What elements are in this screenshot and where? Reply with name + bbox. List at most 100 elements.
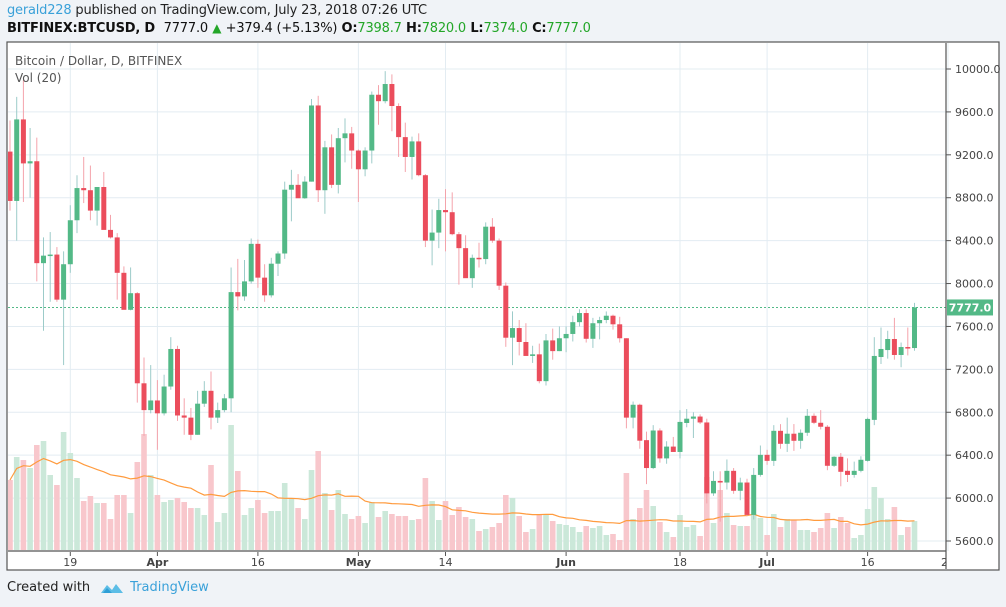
candle-body xyxy=(704,422,710,494)
volume-bar xyxy=(858,535,864,550)
candle-body xyxy=(637,404,643,441)
candle-body xyxy=(751,474,757,515)
candle-body xyxy=(295,184,301,199)
candle-body xyxy=(597,320,603,324)
candle-body xyxy=(784,433,790,444)
volume-bar xyxy=(670,537,677,550)
candle-body xyxy=(644,440,649,469)
volume-bar xyxy=(811,532,817,550)
candle-body xyxy=(677,421,683,452)
volume-bar xyxy=(831,528,837,550)
last-price-tag-text: 7777.0 xyxy=(949,301,992,314)
volume-bar xyxy=(596,526,603,550)
volume-bars xyxy=(8,425,918,550)
candle-body xyxy=(20,119,26,164)
volume-bar xyxy=(201,515,208,550)
volume-bar xyxy=(503,495,509,550)
candle-body xyxy=(550,340,556,352)
chart-frame xyxy=(6,41,1000,571)
volume-bar xyxy=(335,490,342,550)
volume-bar xyxy=(844,523,851,550)
volume-bar xyxy=(141,434,147,550)
candle-body xyxy=(154,400,160,414)
chart-title: Bitcoin / Dollar, D, BITFINEX xyxy=(15,54,182,68)
price-change: +379.4 (+5.13%) xyxy=(225,21,338,36)
candle-body xyxy=(402,137,408,157)
volume-bar xyxy=(395,516,402,550)
volume-indicator-label[interactable]: Vol (20) xyxy=(15,71,61,85)
candle-body xyxy=(737,482,743,491)
candle-body xyxy=(885,338,891,351)
volume-bar xyxy=(27,468,33,550)
volume-bar xyxy=(871,487,878,550)
candle-body xyxy=(168,348,174,387)
candle-body xyxy=(717,480,723,483)
price-tick-label: 8000.0 xyxy=(955,278,994,291)
volume-bar xyxy=(422,478,429,550)
volume-bar xyxy=(402,516,409,550)
volume-bar xyxy=(275,511,281,550)
volume-bar xyxy=(456,507,462,550)
volume-bar xyxy=(637,508,643,550)
volume-bar xyxy=(891,507,898,550)
price-tick-label: 10000.0 xyxy=(955,63,1001,76)
candle-body xyxy=(349,133,355,151)
volume-bar xyxy=(13,457,20,550)
volume-bar xyxy=(47,475,53,550)
candle-body xyxy=(731,470,737,491)
candle-body xyxy=(570,322,576,334)
candle-body xyxy=(818,422,824,427)
time-axis[interactable]: 19 Apr 16 May 14 Jun 18 Jul 16 28 xyxy=(63,551,955,569)
volume-bar xyxy=(777,527,784,550)
volume-bar xyxy=(409,520,415,550)
candle-body xyxy=(898,347,904,355)
close-value: 7777.0 xyxy=(546,21,591,36)
volume-bar xyxy=(750,514,757,550)
candle-body xyxy=(449,212,455,235)
candle-body xyxy=(14,119,20,201)
time-tick-label: Apr xyxy=(146,556,168,569)
volume-bar xyxy=(563,525,569,550)
candle-body xyxy=(188,417,194,435)
price-axis[interactable]: 10000.0 9600.0 9200.0 8800.0 8400.0 8000.0 760… xyxy=(946,63,1001,548)
high-label: H: xyxy=(406,21,422,36)
volume-bar xyxy=(657,522,663,550)
volume-bar xyxy=(462,517,469,550)
volume-bar xyxy=(469,519,476,550)
volume-bar xyxy=(40,441,47,550)
volume-bar xyxy=(884,519,891,550)
price-tick-label: 8800.0 xyxy=(955,192,994,205)
candle-body xyxy=(215,410,221,418)
volume-bar xyxy=(744,526,750,550)
candle-body xyxy=(791,433,797,441)
price-tick-label: 5600.0 xyxy=(955,535,994,548)
volume-bar xyxy=(516,516,522,550)
volume-bar xyxy=(556,524,563,550)
volume-bar xyxy=(20,460,27,550)
candle-body xyxy=(255,243,261,278)
candle-body xyxy=(235,292,241,297)
volume-bar xyxy=(241,515,248,550)
candle-body xyxy=(771,430,777,461)
candle-body xyxy=(610,315,616,325)
volume-bar xyxy=(168,500,174,550)
tradingview-link[interactable]: TradingView xyxy=(130,580,209,595)
candle-body xyxy=(429,232,435,241)
candle-body xyxy=(536,354,542,382)
volume-bar xyxy=(663,532,670,550)
volume-bar xyxy=(476,531,482,550)
candle-body xyxy=(664,446,670,459)
volume-bar xyxy=(737,526,744,550)
candle-body xyxy=(175,348,180,416)
volume-bar xyxy=(101,503,107,550)
candle-body xyxy=(141,383,147,411)
candle-body xyxy=(523,342,529,356)
author-link[interactable]: gerald228 xyxy=(7,3,72,18)
candle-body xyxy=(503,285,509,338)
volume-bar xyxy=(851,538,857,550)
volume-bar xyxy=(147,475,154,550)
candle-body xyxy=(128,293,134,310)
low-label: L: xyxy=(470,21,484,36)
high-value: 7820.0 xyxy=(421,21,467,36)
